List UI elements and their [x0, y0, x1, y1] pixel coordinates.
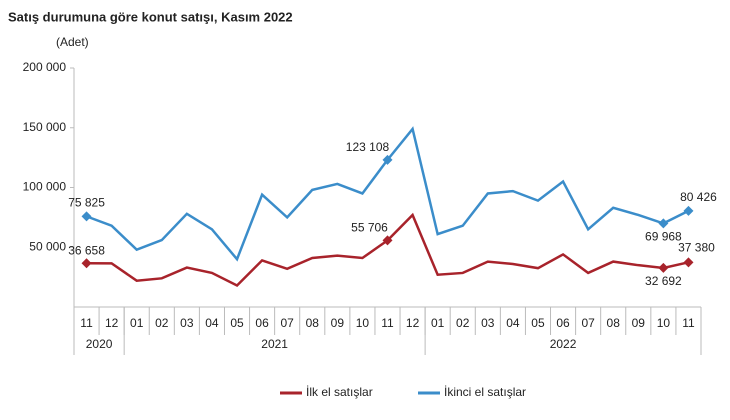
x-tick-label: 11 — [381, 316, 394, 330]
x-tick-label: 03 — [481, 316, 495, 330]
y-tick-label: 150 000 — [23, 120, 67, 134]
point-marker — [382, 235, 393, 246]
value-label: 32 692 — [645, 274, 682, 288]
y-tick-label: 100 000 — [23, 180, 67, 194]
x-tick-label: 06 — [556, 316, 570, 330]
point-marker — [683, 257, 694, 268]
x-group-label: 2020 — [86, 337, 113, 351]
x-tick-label: 11 — [682, 316, 695, 330]
legend-label: İlk el satışlar — [306, 385, 373, 399]
x-tick-label: 05 — [531, 316, 545, 330]
x-tick-label: 10 — [657, 316, 671, 330]
x-tick-label: 04 — [205, 316, 219, 330]
point-marker — [382, 154, 393, 165]
y-tick-label: 200 000 — [23, 60, 67, 74]
x-tick-label: 06 — [255, 316, 269, 330]
point-marker — [81, 258, 92, 269]
x-tick-label: 01 — [431, 316, 445, 330]
value-label: 69 968 — [645, 230, 682, 244]
y-tick-label: 50 000 — [29, 239, 66, 253]
point-marker — [658, 218, 669, 229]
x-tick-label: 07 — [281, 316, 295, 330]
point-marker — [683, 205, 694, 216]
x-tick-label: 05 — [230, 316, 244, 330]
point-marker — [81, 211, 92, 222]
x-tick-label: 04 — [506, 316, 520, 330]
x-tick-label: 09 — [331, 316, 345, 330]
x-tick-label: 02 — [155, 316, 169, 330]
x-tick-label: 01 — [130, 316, 144, 330]
x-tick-label: 08 — [607, 316, 621, 330]
x-tick-label: 02 — [456, 316, 470, 330]
x-tick-label: 10 — [356, 316, 370, 330]
x-tick-label: 08 — [306, 316, 320, 330]
value-label: 37 380 — [678, 241, 715, 255]
x-tick-label: 12 — [406, 316, 420, 330]
x-tick-label: 11 — [80, 316, 93, 330]
x-tick-label: 03 — [180, 316, 194, 330]
x-tick-label: 09 — [632, 316, 646, 330]
value-label: 36 658 — [68, 243, 105, 257]
value-label: 123 108 — [346, 140, 390, 154]
value-label: 75 825 — [68, 196, 105, 210]
chart-title: Satış durumuna göre konut satışı, Kasım … — [8, 9, 293, 24]
x-tick-label: 12 — [105, 316, 119, 330]
x-group-label: 2021 — [261, 337, 288, 351]
legend-label: İkinci el satışlar — [444, 385, 526, 399]
x-tick-label: 07 — [581, 316, 595, 330]
value-label: 55 706 — [351, 221, 388, 235]
point-marker — [658, 262, 669, 273]
value-label: 80 426 — [680, 190, 717, 204]
x-group-label: 2022 — [550, 337, 577, 351]
y-axis-unit: (Adet) — [56, 35, 89, 49]
